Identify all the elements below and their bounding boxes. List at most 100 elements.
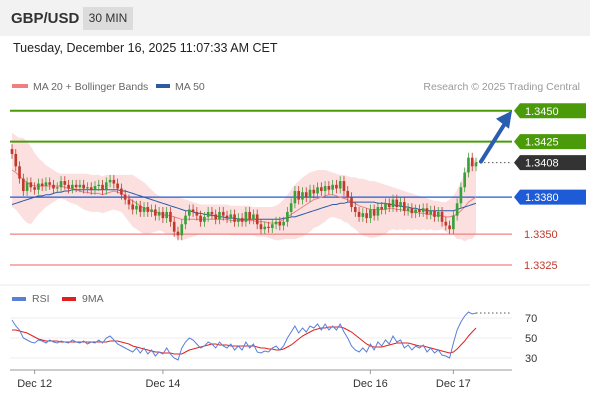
candle (89, 182, 93, 195)
candle (104, 177, 108, 195)
candle-body (350, 197, 353, 207)
candle (452, 210, 455, 235)
candle-body (203, 216, 206, 222)
candle-body (278, 221, 282, 226)
candle (470, 152, 474, 172)
candle-body (18, 166, 21, 179)
price-tag: 1.3425 (514, 134, 586, 150)
candle (214, 209, 218, 225)
level-label: 1.3325 (524, 260, 558, 272)
candle (184, 210, 187, 230)
candle (463, 167, 467, 193)
candle (320, 182, 323, 196)
candle (29, 177, 33, 193)
candle (350, 192, 353, 212)
candle (131, 199, 135, 215)
candle-body (123, 194, 127, 200)
candle-body (414, 209, 417, 214)
candle (357, 207, 361, 222)
rsi-tick-label: 30 (525, 353, 537, 365)
candle (327, 181, 331, 195)
candle (248, 207, 251, 225)
candle (97, 179, 101, 191)
candle-body (59, 181, 63, 188)
candle (335, 179, 338, 194)
candle (108, 174, 112, 188)
candle-body (55, 187, 59, 189)
candle (474, 157, 478, 172)
candle-body (274, 221, 278, 225)
candle-body (267, 226, 270, 228)
candle (455, 198, 459, 221)
candle-body (71, 184, 74, 189)
candle-body (304, 192, 308, 198)
candle-body (444, 221, 448, 226)
candle (40, 178, 44, 191)
candle (425, 203, 429, 220)
candle (391, 194, 395, 212)
candle (346, 186, 350, 203)
candle-body (369, 209, 372, 219)
level-label: 1.3350 (524, 229, 558, 241)
candle (25, 177, 29, 196)
candle-body (297, 190, 301, 200)
candle (237, 213, 240, 227)
candle (267, 221, 270, 233)
candle (301, 187, 304, 205)
candle-body (165, 211, 168, 219)
time-tick-label: Dec 17 (436, 378, 471, 390)
ma50-legend-swatch (156, 84, 170, 88)
candle (255, 209, 259, 230)
candle (74, 179, 78, 193)
candle (338, 176, 342, 194)
candle-body (255, 214, 259, 225)
candle (176, 226, 180, 241)
candle-body (406, 208, 410, 211)
candle (278, 216, 282, 231)
candle-body (10, 149, 14, 154)
candle-body (44, 182, 48, 187)
candle-body (252, 214, 255, 220)
candle-body (467, 157, 470, 173)
candle-body (372, 209, 376, 216)
candle-body (25, 182, 29, 191)
candle-body (29, 182, 33, 188)
candle-body (353, 207, 357, 212)
candle (195, 207, 199, 221)
candle-body (131, 204, 135, 210)
price-tag-label: 1.3380 (525, 192, 559, 204)
candle (93, 181, 97, 195)
candle-body (357, 211, 361, 217)
candle (380, 202, 384, 215)
candle-body (199, 215, 202, 222)
interval-button[interactable]: 30 MIN (83, 7, 133, 30)
candle-body (308, 189, 312, 198)
candle-body (452, 215, 455, 230)
candle-body (338, 181, 342, 189)
candle (101, 179, 104, 195)
candle-body (259, 224, 263, 230)
candle (44, 177, 48, 191)
ma50-legend-label: MA 50 (175, 81, 205, 93)
candle-body (395, 199, 399, 207)
candle-body (187, 209, 191, 216)
candle (225, 210, 229, 224)
candle (206, 207, 210, 222)
candle-body (210, 211, 214, 215)
candle-body (48, 182, 52, 185)
candle (172, 216, 176, 237)
candle-body (218, 211, 221, 220)
rsi-tick-label: 70 (525, 313, 537, 325)
candle (191, 204, 195, 217)
candle (14, 149, 18, 172)
candle-body (184, 215, 187, 225)
candle-body (403, 202, 406, 211)
candle-body (172, 221, 176, 232)
candle-body (335, 184, 338, 189)
candle-body (470, 157, 474, 167)
candle-body (365, 213, 368, 219)
rsi-line (11, 311, 477, 361)
candle-body (150, 209, 153, 212)
candle-body (112, 179, 116, 184)
